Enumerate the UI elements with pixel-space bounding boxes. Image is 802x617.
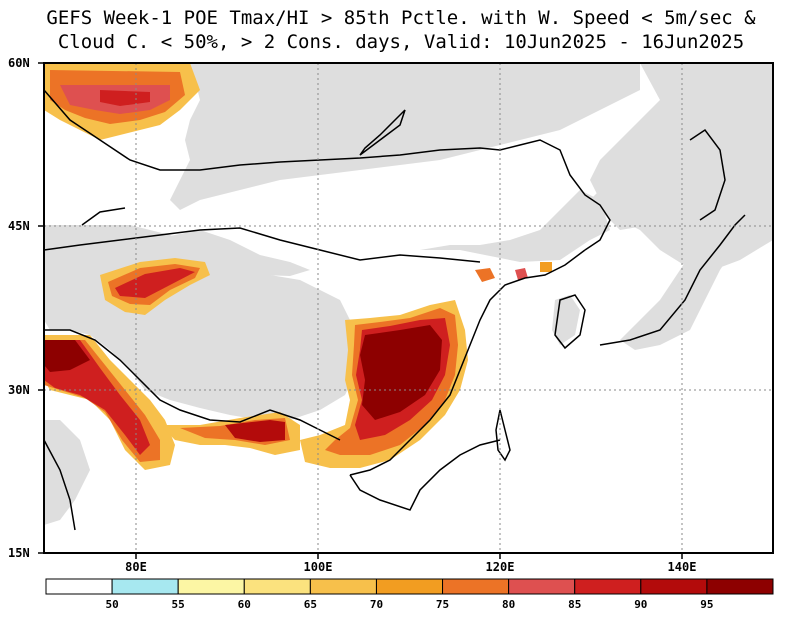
colorbar xyxy=(45,578,774,595)
colorbar-swatch xyxy=(508,578,576,595)
colorbar-swatch xyxy=(309,578,377,595)
lon-label-80e: 80E xyxy=(125,560,147,574)
colorbar-label: 90 xyxy=(634,598,648,611)
colorbar-swatch xyxy=(640,578,708,595)
graticule xyxy=(44,63,773,553)
map-title-line2: Cloud C. < 50%, > 2 Cons. days, Valid: 1… xyxy=(57,31,745,53)
lat-label-60n: 60N xyxy=(8,56,30,70)
colorbar-label: 50 xyxy=(105,598,119,611)
colorbar-swatch xyxy=(442,578,510,595)
colorbar-label: 65 xyxy=(303,598,317,611)
coastlines xyxy=(43,89,746,531)
colorbar-label: 55 xyxy=(171,598,185,611)
map-title-line1: GEFS Week-1 POE Tmax/HI > 85th Pctle. wi… xyxy=(46,7,756,29)
colorbar-swatch xyxy=(243,578,311,595)
colorbar-swatch xyxy=(375,578,444,595)
colorbar-swatch xyxy=(177,578,245,595)
lon-label-100e: 100E xyxy=(303,560,333,574)
heat-shading xyxy=(44,63,552,470)
map-frame xyxy=(43,62,774,554)
colorbar-swatch xyxy=(111,578,179,595)
axis-ticks xyxy=(38,62,683,559)
lon-label-140e: 140E xyxy=(667,560,697,574)
colorbar-swatch xyxy=(706,578,774,595)
colorbar-label: 80 xyxy=(502,598,516,611)
colorbar-label: 75 xyxy=(435,598,450,611)
colorbar-label: 85 xyxy=(568,598,582,611)
lat-label-30n: 30N xyxy=(8,383,30,397)
lon-label-120e: 120E xyxy=(485,560,515,574)
colorbar-swatch xyxy=(574,578,642,595)
colorbar-label: 60 xyxy=(237,598,251,611)
colorbar-label: 70 xyxy=(369,598,384,611)
colorbar-label: 95 xyxy=(700,598,714,611)
masked-land xyxy=(44,63,773,525)
lat-label-15n: 15N xyxy=(8,546,30,560)
lat-label-45n: 45N xyxy=(8,219,30,233)
colorbar-swatch xyxy=(45,578,113,595)
